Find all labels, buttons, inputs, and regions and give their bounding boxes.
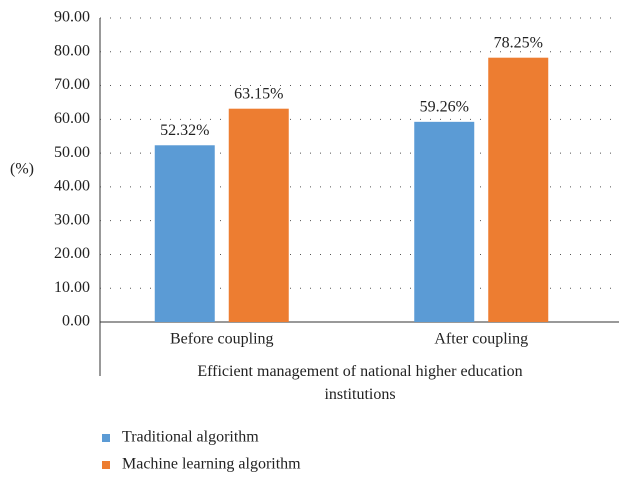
bar xyxy=(154,145,215,322)
y-tick-label: 10.00 xyxy=(54,279,90,296)
y-tick-label: 90.00 xyxy=(54,9,90,26)
y-tick-label: 60.00 xyxy=(54,110,90,127)
y-tick-label: 20.00 xyxy=(54,245,90,262)
y-tick-label: 80.00 xyxy=(54,42,90,59)
x-axis-label: Efficient management of national higher … xyxy=(197,363,523,403)
y-axis-label: (%) xyxy=(10,161,34,178)
x-tick-label: After coupling xyxy=(434,331,528,348)
y-tick-label: 70.00 xyxy=(54,76,90,93)
legend-swatch xyxy=(102,461,110,469)
value-label: 59.26% xyxy=(420,99,469,116)
legend-label: Machine learning algorithm xyxy=(122,456,301,473)
y-tick-label: 40.00 xyxy=(54,178,90,195)
y-tick-label: 50.00 xyxy=(54,144,90,161)
value-label: 52.32% xyxy=(160,122,209,139)
legend-swatch xyxy=(102,434,110,442)
x-tick-label: Before coupling xyxy=(170,331,274,348)
value-label: 78.25% xyxy=(494,34,543,51)
bar xyxy=(414,121,475,322)
y-tick-label: 0.00 xyxy=(62,313,90,330)
value-label: 63.15% xyxy=(234,85,283,102)
bar xyxy=(228,108,289,323)
legend-label: Traditional algorithm xyxy=(122,429,259,446)
bar xyxy=(488,57,549,322)
y-tick-label: 30.00 xyxy=(54,211,90,228)
